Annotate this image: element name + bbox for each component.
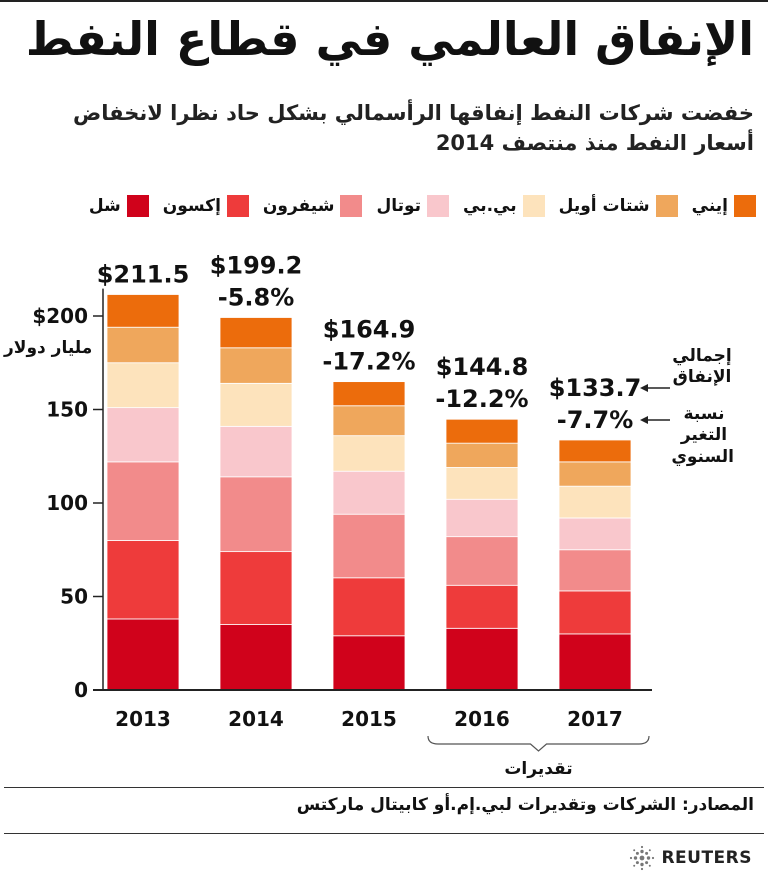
legend: إيني شتات أويل بي.بي توتال شيفرون إكسون شل <box>75 195 756 217</box>
legend-item: إيني <box>692 195 756 217</box>
bar-change-label: -5.8% <box>218 283 295 311</box>
bar-segment <box>558 517 632 551</box>
legend-item: إكسون <box>163 195 249 217</box>
bar-segment <box>558 461 632 487</box>
legend-swatch <box>522 195 545 217</box>
bar-segment <box>558 633 632 691</box>
bar-segment <box>219 317 293 349</box>
chart-title: الإنفاق العالمي في قطاع النفط <box>25 12 754 66</box>
legend-label: إكسون <box>162 196 221 216</box>
legend-swatch <box>340 195 363 217</box>
y-tick-label: 50 <box>60 585 88 609</box>
bar-segment <box>106 618 180 691</box>
bar-segment <box>445 584 519 629</box>
legend-swatch <box>427 195 450 217</box>
bar-segment <box>445 442 519 468</box>
legend-label: توتال <box>376 196 422 216</box>
legend-swatch <box>655 195 678 217</box>
bar-segment <box>332 435 406 472</box>
bar-segment <box>332 381 406 407</box>
y-tick-label: 150 <box>46 398 88 422</box>
bar-segment <box>106 294 180 328</box>
bar-segment <box>445 467 519 500</box>
chart-subtitle: خفضت شركات النفط إنفاقها الرأسمالي بشكل … <box>72 101 754 156</box>
legend-label: شتات أويل <box>558 196 650 216</box>
legend-label: شل <box>88 196 121 216</box>
bar-segment <box>445 418 519 444</box>
bar-segment <box>558 590 632 635</box>
legend-label: شيفرون <box>262 196 335 216</box>
bar-segment <box>332 405 406 437</box>
reuters-brand: REUTERS <box>629 845 752 871</box>
legend-item: شل <box>89 195 149 217</box>
bar-segment <box>445 536 519 586</box>
bar-total-label: $164.9 <box>323 316 416 344</box>
bar-total-label: $211.5 <box>97 260 190 288</box>
legend-label: إيني <box>691 196 728 216</box>
source-note: المصادر: الشركات وتقديرات لبي.إم.أو كابي… <box>296 795 754 815</box>
x-tick-label: 2017 <box>567 707 623 731</box>
legend-swatch <box>126 195 149 217</box>
bar-segment <box>219 382 293 427</box>
legend-item: شيفرون <box>263 195 363 217</box>
bar-segment <box>219 347 293 384</box>
bar-segment <box>219 425 293 478</box>
estimates-bracket <box>427 735 650 752</box>
bar-segment <box>106 540 180 620</box>
bar-segment <box>332 470 406 515</box>
legend-item: توتال <box>376 195 450 217</box>
legend-item: شتات أويل <box>559 195 678 217</box>
bar-segment <box>558 439 632 463</box>
bar-segment <box>106 461 180 541</box>
bar-segment <box>332 577 406 637</box>
bar-total-label: $199.2 <box>210 251 303 279</box>
bar-segment <box>445 627 519 691</box>
bar-segment <box>106 407 180 463</box>
x-tick-label: 2013 <box>115 707 171 731</box>
bar-segment <box>219 624 293 691</box>
y-tick-label: 0 <box>74 678 88 702</box>
legend-swatch <box>734 195 756 217</box>
bar-change-label: -17.2% <box>322 348 415 376</box>
footer-rule-top <box>4 787 764 788</box>
bar-segment <box>106 362 180 409</box>
bar-total-label: $133.7 <box>549 374 642 402</box>
bar-change-label: -12.2% <box>435 385 528 413</box>
footer-rule-bottom <box>4 833 764 834</box>
bar-segment <box>332 513 406 579</box>
x-tick-label: 2014 <box>228 707 284 731</box>
top-rule <box>0 0 768 2</box>
bar-segment <box>219 551 293 625</box>
x-tick-label: 2016 <box>454 707 510 731</box>
annotation-arrow-head <box>640 415 648 424</box>
bar-change-label: -7.7% <box>557 406 634 434</box>
bar-segment <box>445 498 519 538</box>
legend-item: بي.بي <box>463 195 545 217</box>
y-axis-unit-label: مليار دولار <box>4 338 93 358</box>
legend-label: بي.بي <box>463 196 517 216</box>
bar-segment <box>558 485 632 519</box>
annotation-change-text: نسبة التغير السنوي <box>671 404 734 467</box>
reuters-logo-icon <box>630 845 655 871</box>
y-tick-label: 100 <box>46 491 88 515</box>
annotation-total-text: إجمالي الإنفاق <box>672 346 732 388</box>
bar-segment <box>219 476 293 553</box>
y-tick-label: $200 <box>32 304 88 328</box>
reuters-wordmark: REUTERS <box>661 848 752 868</box>
x-tick-label: 2015 <box>341 707 397 731</box>
bar-segment <box>558 549 632 592</box>
bar-total-label: $144.8 <box>436 353 529 381</box>
bar-segment <box>106 326 180 364</box>
annotation-arrow-head <box>640 383 648 392</box>
bar-segment <box>332 635 406 691</box>
legend-swatch <box>226 195 249 217</box>
estimates-label: تقديرات <box>504 759 572 779</box>
